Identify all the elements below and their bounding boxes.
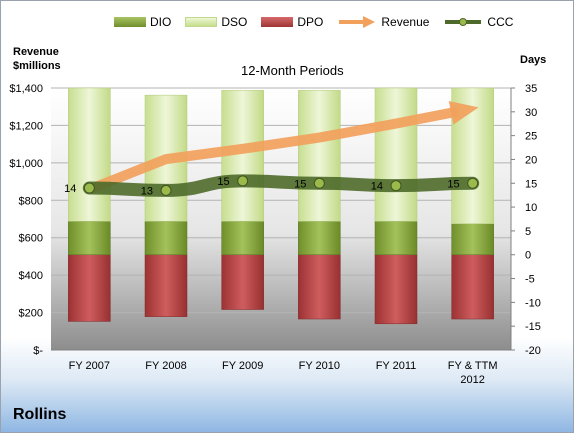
category-label: FY 2011 — [376, 360, 417, 372]
right-tick-label: -15 — [525, 321, 541, 333]
ccc-data-label: 15 — [294, 178, 306, 190]
dpo-bar — [298, 254, 341, 320]
right-tick-label: 15 — [525, 178, 537, 190]
ccc-point — [237, 175, 249, 187]
dso-bar — [374, 87, 418, 222]
chart-title: 12-Month Periods — [241, 63, 344, 78]
revenue-arrow-head — [448, 101, 479, 125]
legend-label-dio: DIO — [150, 15, 172, 29]
legend-label-revenue: Revenue — [381, 15, 430, 29]
legend-swatch-dio — [114, 17, 146, 27]
legend-item-ccc: CCC — [443, 15, 513, 29]
ccc-point — [313, 177, 325, 189]
right-tick-label: -10 — [525, 297, 541, 309]
category-label: FY 2007 — [69, 360, 110, 372]
category-label: FY 2009 — [222, 360, 263, 372]
right-tick-label: 20 — [525, 154, 537, 166]
right-axis-title: Days — [520, 54, 547, 66]
legend-label-ccc: CCC — [487, 15, 514, 29]
left-tick-label: $200 — [19, 308, 43, 320]
dpo-bar — [221, 254, 264, 310]
right-tick-label: 25 — [525, 131, 537, 143]
dso-bar — [68, 87, 111, 222]
legend-item-revenue: Revenue — [337, 15, 429, 29]
ccc-data-label: 14 — [371, 181, 383, 193]
legend-swatch-dpo — [261, 17, 294, 27]
ccc-data-label: 14 — [64, 183, 76, 195]
left-tick-label: $400 — [19, 270, 43, 282]
dio-bar — [68, 221, 111, 255]
left-tick-label: $1,000 — [9, 158, 43, 170]
left-tick-label: $600 — [19, 233, 43, 245]
dpo-bar — [451, 254, 494, 320]
right-tick-label: 5 — [525, 226, 531, 238]
right-tick-label: -5 — [525, 274, 535, 286]
legend-swatch-revenue — [339, 16, 376, 28]
left-axis-title: Revenue $millions — [13, 46, 61, 72]
ccc-point — [390, 180, 402, 192]
dpo-bar — [374, 254, 418, 325]
dio-bar — [221, 221, 264, 255]
right-tick-label: 10 — [525, 202, 537, 214]
dio-bar — [374, 221, 418, 255]
ccc-data-label: 15 — [217, 176, 229, 188]
legend-swatch-dso — [185, 17, 218, 27]
plot-area — [51, 88, 511, 350]
dpo-bar — [144, 254, 188, 317]
company-name: Rollins — [13, 406, 67, 423]
dio-bar — [451, 223, 494, 255]
legend-item-dio: DIO — [114, 15, 171, 29]
right-tick-label: 0 — [525, 250, 531, 262]
ccc-point — [160, 184, 172, 196]
ccc-data-label: 15 — [447, 178, 459, 190]
right-tick-label: 35 — [525, 83, 537, 95]
left-tick-label: $1,400 — [9, 83, 43, 95]
legend-label-dpo: DPO — [297, 15, 324, 29]
legend-label-dso: DSO — [221, 15, 248, 29]
left-tick-label: $- — [33, 345, 43, 357]
dpo-bar — [68, 254, 111, 322]
category-label: FY 2010 — [299, 360, 340, 372]
ccc-point — [467, 177, 479, 189]
legend: DIO DSO DPO Revenue CCC — [114, 15, 527, 29]
ccc-point — [83, 182, 95, 194]
dso-bar — [221, 90, 264, 222]
legend-item-dso: DSO — [185, 15, 247, 29]
right-tick-label: 30 — [525, 107, 537, 119]
revenue-line — [87, 106, 459, 195]
chart-svg: 14 13 15 15 14 15 $- $200 $400 $600 $800 $1,000 $1,… — [9, 83, 541, 386]
legend-item-dpo: DPO — [261, 15, 323, 29]
category-label: FY & TTM 2012 — [448, 360, 498, 386]
category-label: FY 2008 — [145, 360, 186, 372]
ccc-line — [82, 174, 480, 197]
ccc-data-label: 13 — [141, 185, 153, 197]
right-tick-label: -20 — [525, 345, 541, 357]
left-tick-label: $800 — [19, 195, 43, 207]
left-tick-label: $1,200 — [9, 120, 43, 132]
legend-swatch-ccc — [445, 18, 482, 26]
dio-bar — [144, 221, 188, 255]
dso-bar — [298, 90, 341, 222]
dio-bar — [298, 221, 341, 255]
